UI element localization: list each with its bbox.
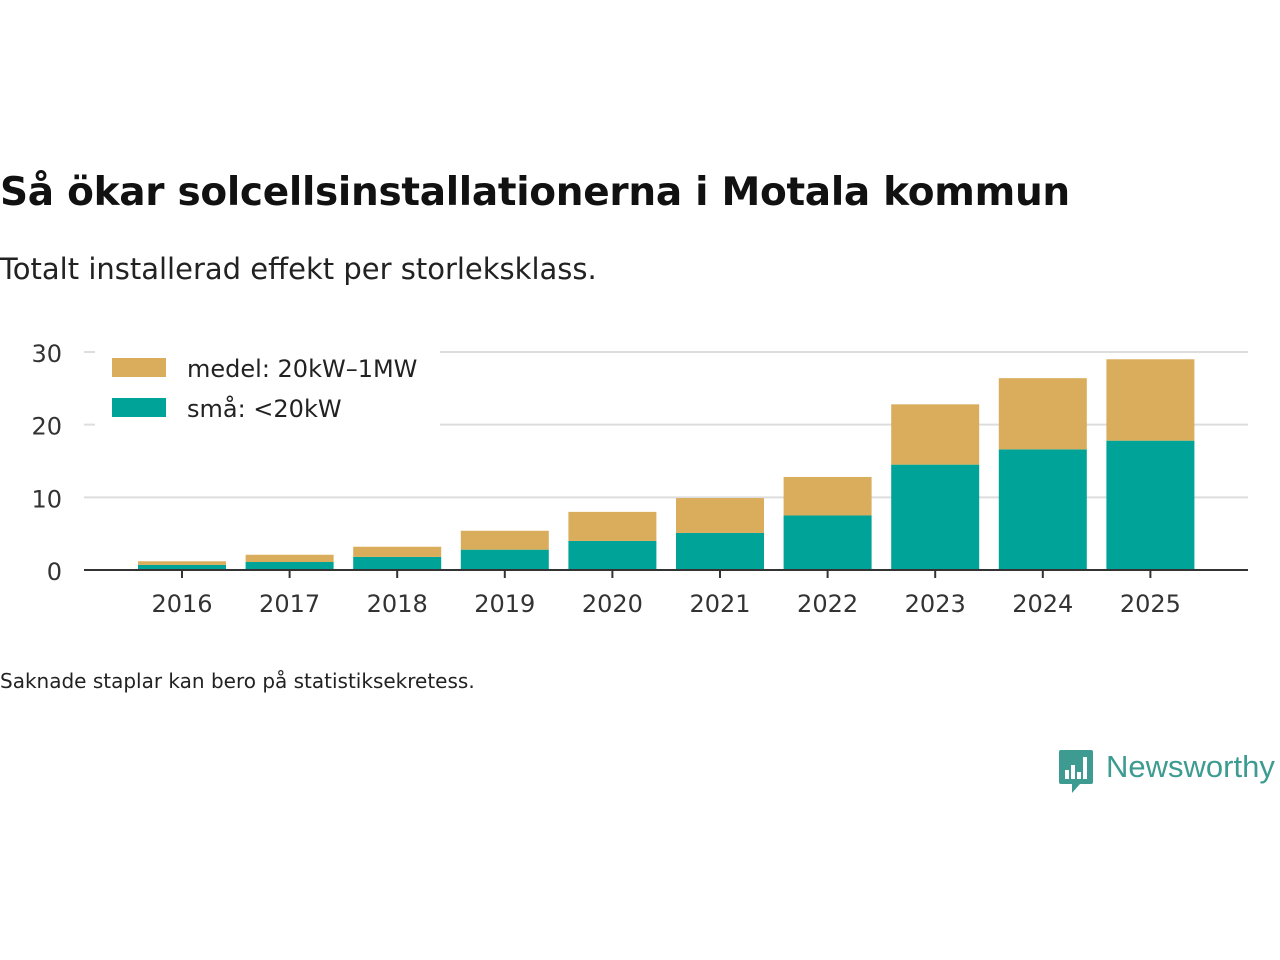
y-tick-label-0: 0 [47,558,62,586]
y-axis-ticks: 0 10 20 30 [31,340,62,586]
legend-swatch-sma [112,398,166,417]
x-tick-label-2020: 2020 [582,590,643,618]
bar-sma-2022 [783,515,872,570]
x-tick-label-2025: 2025 [1120,590,1181,618]
bar-medel-2016 [138,561,226,565]
x-tick-label-2019: 2019 [474,590,535,618]
bar-medel-2018 [353,546,442,557]
x-tick-label-2022: 2022 [797,590,858,618]
bar-medel-2021 [676,498,764,533]
bar-medel-2020 [568,511,657,541]
bar-medel-2025 [1106,359,1195,441]
bar-sma-2018 [353,556,442,570]
bar-sma-2025 [1106,440,1195,570]
legend-swatch-medel [112,358,166,377]
bar-medel-2024 [998,378,1087,450]
bar-medel-2023 [891,404,980,465]
bar-sma-2023 [891,464,980,570]
x-tick-label-2021: 2021 [689,590,750,618]
x-tick-label-2016: 2016 [151,590,212,618]
newsworthy-logo: Newsworthy [1058,748,1275,794]
y-tick-label-20: 20 [31,413,62,441]
y-tick-label-10: 10 [31,485,62,513]
bar-medel-2022 [783,476,872,516]
chart-title: Så ökar solcellsinstallationerna i Motal… [0,170,1070,215]
bar-sma-2021 [676,532,764,570]
bar-sma-2019 [460,549,549,570]
bar-sma-2020 [568,540,657,570]
chart-subtitle: Totalt installerad effekt per storlekskl… [0,252,597,286]
brand-name: Newsworthy [1106,749,1275,784]
stacked-bar-chart: 0 10 20 30 2016 2017 2018 2019 2020 2021 2022 2023… [31,340,1248,618]
bar-sma-2016 [138,564,226,570]
newsworthy-chart-icon [1059,750,1093,793]
legend: medel: 20kW–1MW små: <20kW [95,346,440,428]
x-tick-label-2023: 2023 [905,590,966,618]
bar-sma-2017 [245,562,334,570]
x-axis-ticks: 2016 2017 2018 2019 2020 2021 2022 2023 2024 2025 [151,570,1181,618]
x-tick-label-2018: 2018 [367,590,428,618]
bar-medel-2019 [460,530,549,550]
x-tick-label-2017: 2017 [259,590,320,618]
footnote: Saknade staplar kan bero på statistiksek… [0,669,475,693]
legend-label-sma: små: <20kW [187,394,342,423]
legend-label-medel: medel: 20kW–1MW [187,355,417,383]
y-tick-label-30: 30 [31,340,62,368]
x-tick-label-2024: 2024 [1012,590,1073,618]
bars [138,359,1195,570]
bar-sma-2024 [998,449,1087,570]
bar-medel-2017 [245,554,334,563]
